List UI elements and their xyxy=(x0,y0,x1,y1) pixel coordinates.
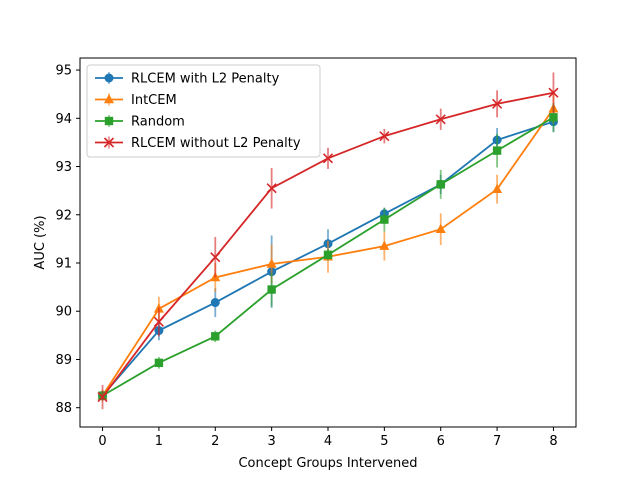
data-point xyxy=(153,316,164,327)
data-point xyxy=(379,240,390,250)
x-tick-label: 8 xyxy=(549,434,557,449)
x-tick-label: 3 xyxy=(267,434,275,449)
series-2 xyxy=(98,102,558,401)
y-axis-label: AUC (%) xyxy=(33,215,48,269)
data-point xyxy=(549,113,558,122)
data-point xyxy=(492,183,503,193)
x-tick-label: 1 xyxy=(155,434,163,449)
y-tick-label: 90 xyxy=(55,305,72,320)
y-tick-label: 91 xyxy=(55,257,72,272)
x-tick-label: 7 xyxy=(493,434,501,449)
x-tick-label: 5 xyxy=(380,434,388,449)
y-tick-label: 92 xyxy=(55,208,72,223)
data-point xyxy=(210,252,221,263)
data-point xyxy=(435,114,446,125)
data-point xyxy=(436,180,445,189)
data-point xyxy=(323,250,333,259)
x-tick-label: 6 xyxy=(437,434,445,449)
plot-frame xyxy=(79,57,577,428)
y-tick-label: 94 xyxy=(55,112,72,127)
legend-entry: IntCEM xyxy=(95,93,177,108)
legend-entry: RLCEM without L2 Penalty xyxy=(95,136,301,151)
series-layer xyxy=(97,72,559,410)
legend: RLCEM with L2 Penalty IntCEM Random RLCEM w… xyxy=(86,64,321,158)
legend-marker xyxy=(104,73,114,83)
data-point xyxy=(379,131,390,142)
legend-label: Random xyxy=(131,115,185,130)
legend-entry: Random xyxy=(95,115,185,130)
x-tick-label: 0 xyxy=(98,434,106,449)
data-point xyxy=(154,358,164,368)
legend-label: RLCEM with L2 Penalty xyxy=(131,72,280,87)
y-tick-label: 89 xyxy=(55,353,72,368)
y-tick-label: 88 xyxy=(55,401,72,416)
x-axis-label: Concept Groups Intervened xyxy=(238,456,417,471)
data-point xyxy=(97,392,108,403)
legend-marker xyxy=(104,94,114,104)
x-tick-label: 4 xyxy=(324,434,332,449)
series-3 xyxy=(97,72,559,410)
data-point xyxy=(435,223,446,234)
legend-marker xyxy=(104,116,114,126)
data-point xyxy=(492,146,502,155)
data-point xyxy=(492,98,503,109)
legend-label: IntCEM xyxy=(131,93,177,108)
legend-entry: RLCEM with L2 Penalty xyxy=(95,72,280,87)
y-tick-label: 95 xyxy=(55,64,72,79)
data-point xyxy=(267,285,276,294)
data-point xyxy=(548,87,559,98)
data-point xyxy=(266,183,277,194)
data-point xyxy=(322,153,334,164)
y-tick-label: 93 xyxy=(55,160,72,175)
data-point xyxy=(380,215,389,224)
data-point xyxy=(211,332,220,341)
legend-marker xyxy=(103,137,115,148)
data-point xyxy=(266,258,277,268)
legend-label: RLCEM without L2 Penalty xyxy=(131,136,301,151)
legend-frame xyxy=(86,64,321,158)
x-tick-label: 2 xyxy=(211,434,219,449)
data-point xyxy=(210,298,220,308)
